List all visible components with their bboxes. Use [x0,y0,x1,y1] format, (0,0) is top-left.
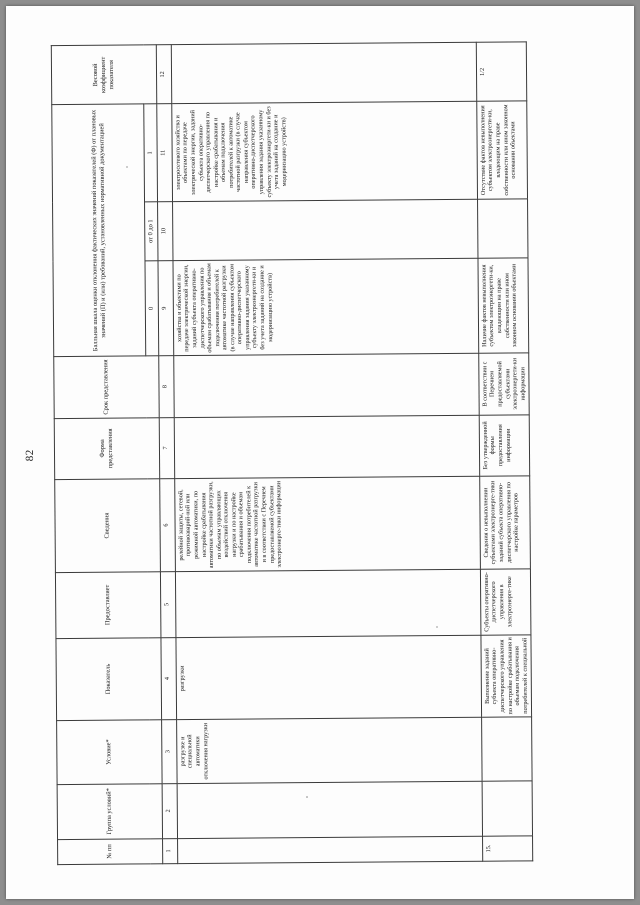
header-col-5: Предоставляет [55,571,161,638]
row-number [177,835,483,864]
header-col-7: Форма представления [54,416,160,479]
row-group [481,779,533,836]
column-number-10: 10 [157,200,173,261]
page-skew-wrapper: 82 № пп Группа условий* Условие* Показат… [6,6,634,899]
header-col-1: № пп [57,837,163,865]
row-indicator: Выполнение заданий субъекта оперативно-д… [480,633,532,717]
column-number-1: 1 [162,837,178,864]
column-number-9: 9 [157,260,174,356]
scan-speckle [306,796,308,798]
row-scale-0: хозяйства и объектами по передаче электр… [172,257,479,356]
row-scale-0: Наличие фактов невыполнения субъектом эл… [477,257,529,353]
header-col-6: Сведения [54,478,161,573]
row-info: Сведения о невыполнении субъектами элект… [479,475,531,569]
row-provider: Субъекты оперативно-диспетчерского управ… [480,568,532,635]
requirements-table: № пп Группа условий* Условие* Показатель… [51,41,534,865]
row-indicator: разгрузки [175,634,482,720]
row-condition [481,716,533,781]
row-group [176,780,483,838]
column-number-2: 2 [161,782,178,838]
row-condition: разгрузке и специальной автоматики отклю… [176,716,482,783]
row-form [174,414,480,479]
table-head: № пп Группа условий* Условие* Показатель… [51,44,178,865]
column-number-8: 8 [158,355,175,417]
row-weight: 1/2 [476,41,527,102]
row-deadline: В соответствии с Перечнем предоставляемо… [478,352,530,415]
column-number-5: 5 [160,571,176,637]
table-row: 15. Выполнение заданий субъекта оператив… [476,41,533,861]
row-weight [171,41,477,104]
column-number-4: 4 [160,636,177,720]
row-provider [175,568,481,637]
header-scale-value-0: 0 [144,260,159,356]
row-number: 15. [482,834,533,861]
header-col-3: Условие* [56,719,162,784]
column-number-7: 7 [159,416,175,479]
header-scale-group: Балльная шкала оценки отклонения фактиче… [51,103,146,357]
table-row: разгрузке и специальной автоматики отклю… [171,41,483,864]
header-col-2: Группа условий* [57,782,163,839]
scan-speckle [436,626,438,628]
page-number: 82 [23,448,37,461]
row-form: Без утвержденной формы предоставления ин… [479,413,530,476]
scanned-page: 82 № пп Группа условий* Условие* Показат… [6,6,634,899]
row-scale-1: электросетевого хозяйства и объектами по… [171,101,478,201]
column-number-11: 11 [156,103,173,201]
header-col-8: Срок представления [53,355,160,418]
column-number-12: 12 [156,44,172,104]
row-scale-0-1 [477,198,529,258]
row-info: релейной защиты, сетевой, противоаварий-… [174,475,481,572]
header-scale-value-0-1: от 0 до 1 [144,200,158,261]
column-number-3: 3 [161,719,177,783]
column-number-6: 6 [159,478,176,572]
row-deadline [173,352,480,417]
rotated-page-content: 82 № пп Группа условий* Условие* Показат… [11,10,630,895]
row-scale-1: Отсутствие фактов невыполнения субъектом… [476,100,528,199]
header-row-labels: № пп Группа условий* Условие* Показатель… [51,44,163,865]
header-scale-value-1: 1 [143,103,158,202]
row-scale-0-1 [172,198,478,261]
header-col-4: Показатель [55,636,162,721]
scan-speckle [126,166,128,168]
header-col-12: Весовой коэффициент показателя [51,44,157,105]
table-body: разгрузке и специальной автоматики отклю… [171,41,533,864]
